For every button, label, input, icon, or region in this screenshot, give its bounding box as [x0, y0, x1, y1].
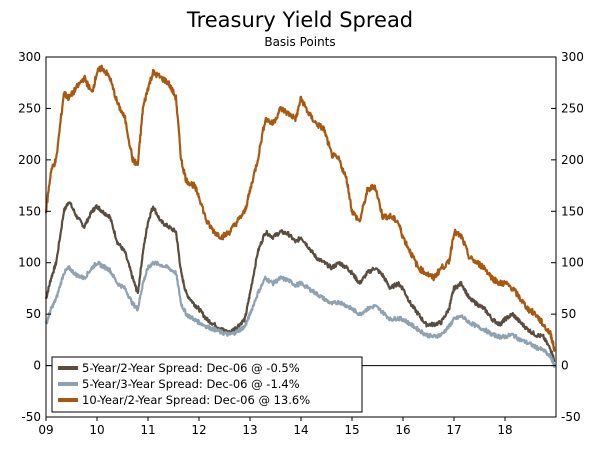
chart-subtitle: Basis Points — [264, 35, 335, 49]
right-tick-label: 100 — [561, 256, 584, 270]
right-tick-label: 250 — [561, 101, 584, 115]
left-tick-label: 300 — [18, 50, 41, 64]
x-tick-label: 17 — [446, 423, 461, 437]
x-tick-label: 18 — [497, 423, 512, 437]
right-tick-label: 300 — [561, 50, 584, 64]
right-tick-label: -50 — [561, 410, 581, 424]
x-tick-label: 14 — [293, 423, 308, 437]
x-axis: 09 10 11 12 13 14 15 16 17 18 — [38, 417, 513, 437]
right-tick-label: 0 — [561, 359, 569, 373]
legend-box — [51, 356, 363, 413]
right-tick-label: 150 — [561, 204, 584, 218]
right-tick-label: 200 — [561, 153, 584, 167]
series-line-0 — [44, 201, 556, 363]
chart-title: Treasury Yield Spread — [186, 8, 413, 32]
x-tick-label: 12 — [191, 423, 206, 437]
left-tick-label: 150 — [18, 204, 41, 218]
x-tick-label: 16 — [395, 423, 410, 437]
series-line-2 — [44, 64, 556, 352]
legend-label-5y2y: 5-Year/2-Year Spread: Dec-06 @ -0.5% — [82, 361, 300, 375]
series-layer — [44, 64, 556, 368]
left-tick-label: 250 — [18, 101, 41, 115]
right-y-axis: 300 250 200 150 100 50 0 -50 — [551, 50, 584, 424]
x-tick-label: 11 — [140, 423, 155, 437]
legend-label-5y3y: 5-Year/3-Year Spread: Dec-06 @ -1.4% — [82, 377, 300, 391]
left-tick-label: 200 — [18, 153, 41, 167]
legend: 5-Year/2-Year Spread: Dec-06 @ -0.5% 5-Y… — [51, 356, 363, 413]
left-y-axis: 300 250 200 150 100 50 0 -50 — [18, 50, 51, 424]
right-tick-label: 50 — [561, 307, 576, 321]
legend-label-10y2y: 10-Year/2-Year Spread: Dec-06 @ 13.6% — [82, 393, 310, 407]
left-tick-label: 100 — [18, 256, 41, 270]
left-tick-label: 50 — [26, 307, 41, 321]
x-tick-label: 15 — [344, 423, 359, 437]
x-tick-label: 10 — [89, 423, 104, 437]
left-tick-label: 0 — [33, 359, 41, 373]
x-tick-label: 09 — [38, 423, 53, 437]
x-tick-label: 13 — [242, 423, 257, 437]
left-tick-label: -50 — [21, 410, 41, 424]
series-line-1 — [44, 260, 556, 368]
